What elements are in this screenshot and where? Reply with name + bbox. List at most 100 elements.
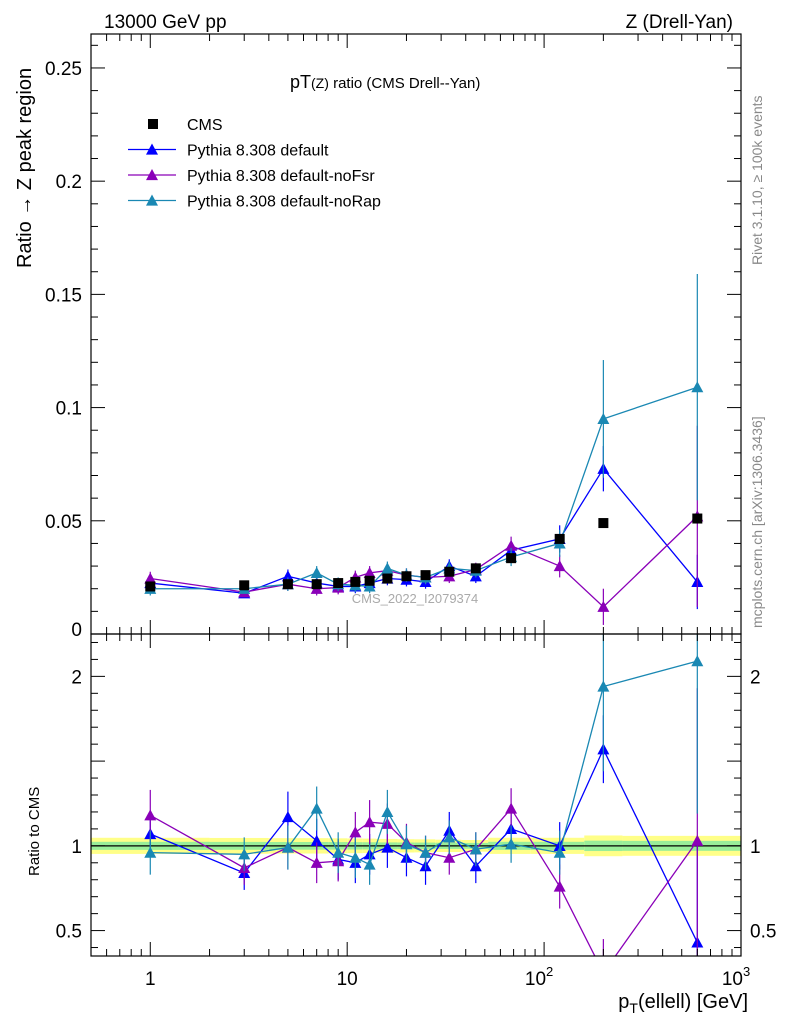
ratio-point-noFsr <box>349 826 362 838</box>
point-noRap <box>310 566 323 578</box>
point-noFsr <box>597 600 610 612</box>
x-tick-label-exp: 3 <box>743 964 750 979</box>
x-tick-label-exp: 2 <box>546 964 553 979</box>
ratio-point-noRap <box>349 851 362 863</box>
series-noRap <box>144 274 704 596</box>
ratio-point-noRap <box>400 838 413 850</box>
plot-title: pT(Z) ratio (CMS Drell--Yan) <box>290 72 480 92</box>
point-cms <box>364 575 375 586</box>
axes: 1 10 102 103 0 0.05 0.1 0.15 0.2 0.25 0.5 0.5 1 1 2 2 <box>45 33 776 990</box>
point-noRap <box>691 381 704 393</box>
point-cms <box>239 580 250 591</box>
ratio-point-noFsr <box>310 856 323 868</box>
ratio-series-default <box>144 715 704 956</box>
ratio-point-noFsr <box>691 834 704 846</box>
series-line-noRap <box>150 386 698 590</box>
y-tick-label: 0 <box>71 620 82 641</box>
ratio-point-default <box>381 841 394 853</box>
x-axis-label-main: p <box>618 991 629 1013</box>
ratio-line-noRap <box>150 660 698 866</box>
legend: CMS Pythia 8.308 default Pythia 8.308 defa… <box>128 117 381 211</box>
ratio-point-noRap <box>332 846 345 858</box>
ratio-tick-label-right: 0.5 <box>750 922 776 943</box>
ratio-point-noRap <box>144 846 157 858</box>
ratio-point-default <box>281 811 294 823</box>
ratio-point-noRap <box>691 655 704 667</box>
point-cms <box>554 533 565 544</box>
ratio-point-noRap <box>363 858 376 870</box>
x-axis-label-sub: T <box>629 1000 638 1016</box>
ratio-point-noRap <box>238 848 251 860</box>
y-axis-label: Ratio → Z peak region <box>14 68 36 268</box>
x-axis-label: pT(ellell) [GeV] <box>618 991 748 1016</box>
legend-entry-noRap: Pythia 8.308 default-noRap <box>128 194 381 211</box>
point-noFsr <box>505 539 518 551</box>
point-noRap <box>363 580 376 592</box>
ratio-point-noRap <box>281 841 294 853</box>
ratio-point-noRap <box>381 805 394 818</box>
point-noRap <box>597 412 610 425</box>
legend-marker-default <box>146 143 158 155</box>
x-tick-label: 102 <box>525 964 553 990</box>
ratio-y-axis-label: Ratio to CMS <box>26 787 43 876</box>
x-tick-label: 1 <box>145 969 156 990</box>
y-tick-label: 0.05 <box>45 512 82 533</box>
ratio-point-noRap <box>310 802 323 814</box>
plot-title-rest: ratio (CMS Drell--Yan) <box>329 75 480 92</box>
point-noRap <box>381 562 394 574</box>
point-cms <box>692 513 703 524</box>
ratio-tick-label: 2 <box>71 667 82 688</box>
legend-label-noRap: Pythia 8.308 default-noRap <box>187 194 381 211</box>
point-cms <box>350 576 361 587</box>
x-tick-label: 103 <box>722 964 750 990</box>
ratio-point-noRap <box>553 846 566 858</box>
legend-label-cms: CMS <box>187 117 223 134</box>
point-cms <box>282 579 293 590</box>
ratio-point-noFsr <box>505 802 518 814</box>
header-left: 13000 GeV pp <box>104 12 227 33</box>
point-noFsr <box>553 560 566 572</box>
ratio-point-default <box>310 834 323 846</box>
ratio-point-noFsr <box>597 967 609 978</box>
series-line-noFsr <box>150 515 698 608</box>
point-cms <box>382 573 393 584</box>
rivet-label: Rivet 3.1.10, ≥ 100k events <box>749 95 765 265</box>
point-noFsr <box>144 572 157 584</box>
point-noFsr <box>363 566 376 578</box>
main-plot <box>144 274 704 625</box>
legend-entry-noFsr: Pythia 8.308 default-noFsr <box>128 168 375 185</box>
ratio-point-noFsr <box>443 851 456 863</box>
ratio-tick-label: 0.5 <box>56 922 82 943</box>
ratio-point-noRap <box>419 846 432 858</box>
ratio-point-noRap <box>443 831 456 843</box>
point-cms <box>598 518 609 529</box>
point-cms <box>311 579 322 590</box>
point-default <box>281 570 294 582</box>
mcplots-label: mcplots.cern.ch [arXiv:1306.3436] <box>749 416 765 628</box>
legend-marker-cms <box>148 119 158 129</box>
point-cms <box>401 571 412 582</box>
plot-title-main: pT <box>290 72 311 92</box>
ratio-point-noRap <box>597 680 610 692</box>
x-tick-label: 10 <box>337 969 358 990</box>
ratio-plot <box>144 634 704 978</box>
series-line-default <box>150 467 698 594</box>
ratio-point-noRap <box>505 838 518 850</box>
x-axis-label-rest: (ellell) [GeV] <box>638 991 748 1013</box>
ratio-point-noFsr <box>363 816 376 828</box>
ratio-frame <box>90 633 742 957</box>
y-tick-label: 0.2 <box>56 172 82 193</box>
ratio-series-noRap <box>144 634 704 885</box>
y-tick-label: 0.25 <box>45 59 82 80</box>
point-cms <box>333 578 344 589</box>
ratio-tick-label: 1 <box>71 837 82 858</box>
ratio-point-noFsr <box>144 809 157 821</box>
legend-entry-default: Pythia 8.308 default <box>128 143 329 160</box>
point-cms <box>444 566 455 577</box>
legend-marker-noRap <box>146 194 158 206</box>
ratio-tick-label-right: 2 <box>750 667 761 688</box>
legend-marker-noFsr <box>146 169 158 181</box>
y-tick-label: 0.15 <box>45 285 82 306</box>
legend-label-default: Pythia 8.308 default <box>187 143 329 160</box>
